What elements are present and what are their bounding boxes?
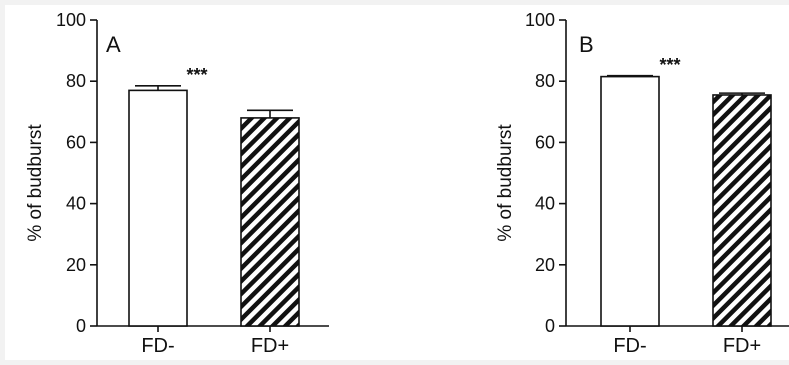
chart-figure: 0 20 40 60 80 100 % of budburst FD- FD+ A *** 0 20 4… bbox=[25, 10, 789, 357]
y-tick-label: 80 bbox=[535, 71, 555, 91]
y-tick-label: 0 bbox=[76, 316, 86, 336]
panel-b-chart: 0 20 40 60 80 100 % of budburst FD- FD+ B *** bbox=[495, 10, 789, 357]
y-tick-label: 20 bbox=[66, 255, 86, 275]
y-tick-label: 100 bbox=[56, 10, 86, 30]
y-tick-label: 40 bbox=[535, 194, 555, 214]
bar-fd-plus bbox=[240, 117, 300, 327]
y-tick-label: 100 bbox=[525, 10, 555, 30]
y-axis-label: % of budburst bbox=[25, 124, 46, 242]
significance-marker: *** bbox=[186, 65, 207, 85]
y-tick-label: 80 bbox=[66, 71, 86, 91]
bar-fd-minus bbox=[128, 89, 188, 327]
y-tick-label: 60 bbox=[535, 132, 555, 152]
x-category-label: FD+ bbox=[723, 335, 761, 357]
y-tick-label: 40 bbox=[66, 194, 86, 214]
x-category-label: FD+ bbox=[251, 335, 289, 357]
y-axis-label: % of budburst bbox=[495, 124, 516, 242]
significance-marker: *** bbox=[659, 55, 680, 75]
y-tick-label: 0 bbox=[545, 316, 555, 336]
bar-fd-minus bbox=[600, 75, 660, 327]
bar-fd-plus bbox=[712, 94, 772, 327]
x-category-label: FD- bbox=[613, 335, 646, 357]
y-tick-label: 20 bbox=[535, 255, 555, 275]
panel-label: B bbox=[579, 32, 594, 57]
panel-label: A bbox=[106, 32, 121, 57]
y-tick-label: 60 bbox=[66, 132, 86, 152]
x-category-label: FD- bbox=[141, 335, 174, 357]
panel-a-chart: 0 20 40 60 80 100 % of budburst FD- FD+ A *** bbox=[25, 10, 329, 357]
figure: 0 20 40 60 80 100 % of budburst FD- FD+ A *** 0 20 4… bbox=[5, 5, 789, 360]
